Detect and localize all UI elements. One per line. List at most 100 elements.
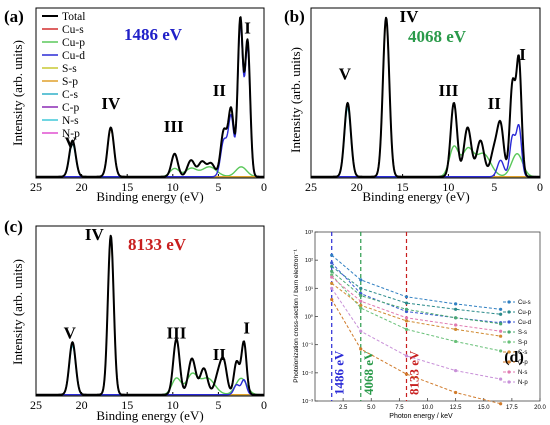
data-point [330, 286, 334, 290]
peak-label: III [438, 81, 458, 100]
legend: Cu-s Cu-p Cu-d S-s S-p C-s C-p N-s N-p [503, 300, 532, 386]
x-axis-label: Binding energy (eV) [96, 408, 203, 423]
energy-label: 4068 eV [408, 27, 467, 46]
data-point [330, 275, 334, 279]
panel-label: (c) [4, 217, 23, 236]
peak-label: III [167, 324, 187, 343]
x-tick-label: 5 [491, 180, 497, 194]
data-point [404, 354, 409, 358]
data-point [454, 323, 458, 327]
series-line [310, 16, 541, 178]
panel-b: (b) 4068 eV Intensity (arb. units) Bindi… [284, 7, 543, 204]
x-tick-label: 15 [121, 180, 133, 194]
x-tick-label: 0 [261, 398, 267, 412]
legend-label: Cu-s [518, 300, 531, 306]
series-line [35, 166, 265, 178]
legend-marker [507, 300, 511, 304]
x-tick-label: 7.5 [395, 405, 404, 411]
x-tick-label: 15 [397, 180, 409, 194]
legend-marker [507, 330, 511, 334]
legend-label: S-s [62, 63, 77, 75]
data-point [330, 281, 334, 285]
y-axis-label: Intensity (arb. units) [10, 259, 25, 365]
energy-label: 8133 eV [128, 235, 187, 254]
legend-label: S-p [518, 340, 528, 346]
y-tick-label: 10⁻³ [302, 399, 313, 405]
series-line [331, 299, 501, 405]
legend-label: C-s [62, 89, 79, 101]
x-tick-label: 12.5 [450, 405, 462, 411]
x-tick-label: 2.5 [339, 405, 348, 411]
data-point [499, 334, 503, 338]
legend-label: Cu-p [518, 310, 532, 316]
data-point [404, 309, 409, 314]
peak-label: IV [85, 225, 105, 244]
x-tick-label: 15 [121, 398, 133, 412]
data-point [499, 377, 503, 381]
panel-label: (a) [4, 7, 24, 26]
legend-label: Total [62, 11, 85, 23]
data-point [359, 278, 363, 282]
x-axis-label: Photon energy / keV [389, 413, 453, 420]
peak-label: I [243, 319, 250, 338]
peak-label: III [164, 117, 184, 136]
series-line [35, 234, 265, 396]
data-point [454, 390, 458, 395]
series-line [35, 372, 265, 396]
data-point [404, 316, 409, 320]
peak-label: I [519, 45, 526, 64]
y-tick-label: 10² [305, 258, 313, 264]
x-tick-label: 15.0 [478, 405, 490, 411]
y-tick-label: 10¹ [305, 286, 313, 292]
legend-label: N-p [518, 380, 528, 386]
peak-label: V [339, 65, 352, 84]
data-point [404, 372, 409, 376]
legend-label: C-p [518, 360, 528, 366]
data-point [359, 306, 363, 310]
y-tick-label: 10³ [305, 230, 313, 236]
legend-label: N-s [518, 370, 527, 376]
series-line [35, 238, 265, 396]
data-point [404, 307, 409, 311]
x-axis-label: Binding energy (eV) [96, 189, 203, 204]
legend-marker [507, 380, 511, 384]
data-point [499, 322, 503, 326]
x-tick-label: 20 [351, 180, 363, 194]
series-line [331, 282, 501, 337]
data-point [454, 327, 458, 331]
y-tick-label: 10⁻² [302, 371, 313, 377]
x-tick-label: 5.0 [367, 405, 376, 411]
x-tick-label: 20 [76, 180, 88, 194]
data-point [330, 269, 334, 273]
legend-marker [507, 370, 511, 374]
data-point [359, 329, 363, 333]
x-tick-label: 0 [261, 180, 267, 194]
legend-label: N-s [62, 115, 79, 127]
data-point [330, 297, 334, 302]
plot-frame [35, 7, 265, 179]
peak-label: IV [400, 7, 420, 26]
data-point [404, 295, 409, 299]
legend-label: Cu-d [62, 50, 85, 62]
data-point [359, 299, 363, 303]
series-line [331, 274, 501, 352]
data-point [330, 273, 334, 277]
peak-label: I [244, 19, 251, 38]
x-tick-label: 5 [215, 180, 221, 194]
legend-label: N-p [62, 128, 80, 140]
x-tick-label: 10 [442, 180, 454, 194]
x-tick-label: 10 [167, 180, 179, 194]
legend-label: S-p [62, 76, 78, 88]
y-tick-label: 10⁻¹ [302, 343, 313, 349]
series-line [331, 262, 501, 324]
x-tick-label: 25 [30, 180, 42, 194]
legend-label: S-s [518, 330, 527, 336]
y-axis-label: Intensity (arb. units) [288, 47, 303, 153]
energy-marker-label: 8133 eV [406, 350, 421, 395]
peak-label: II [488, 94, 502, 113]
panel-d: (d) Photoionization cross-section / barn… [293, 230, 546, 420]
